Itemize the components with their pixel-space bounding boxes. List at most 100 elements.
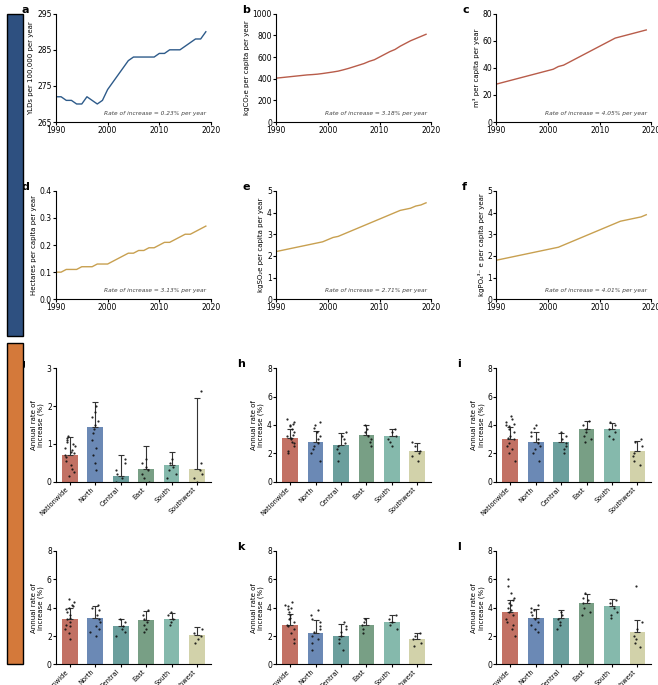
Point	[64, 594, 75, 605]
Bar	[308, 633, 324, 664]
Point	[62, 606, 72, 617]
Point	[407, 634, 418, 645]
Point	[555, 606, 566, 617]
Point	[503, 421, 514, 432]
Point	[60, 623, 70, 634]
Point	[385, 436, 395, 447]
Point	[287, 436, 297, 447]
Point	[89, 458, 100, 469]
Y-axis label: m³ per capita per year: m³ per capita per year	[472, 29, 480, 107]
Point	[577, 592, 588, 603]
Point	[144, 476, 155, 487]
Point	[580, 588, 590, 599]
Point	[280, 599, 291, 610]
Point	[507, 444, 517, 455]
Point	[555, 616, 565, 627]
Point	[578, 431, 589, 442]
Point	[339, 434, 349, 445]
Point	[632, 623, 642, 634]
Y-axis label: Annual rate of
increase (%): Annual rate of increase (%)	[251, 400, 265, 450]
Point	[65, 634, 76, 645]
Bar	[88, 617, 103, 664]
Point	[584, 606, 595, 617]
Point	[611, 606, 622, 617]
Point	[605, 612, 616, 623]
Point	[111, 465, 122, 476]
Point	[610, 427, 620, 438]
Point	[385, 619, 395, 630]
Point	[552, 614, 563, 625]
Point	[627, 451, 638, 462]
Bar	[503, 612, 519, 664]
Point	[531, 419, 542, 430]
Point	[386, 616, 397, 627]
Point	[164, 619, 175, 630]
Bar	[88, 427, 103, 482]
Point	[340, 621, 351, 632]
Point	[282, 431, 292, 442]
Bar	[384, 622, 399, 664]
Point	[284, 419, 295, 430]
Point	[143, 465, 153, 476]
Point	[309, 419, 320, 430]
Point	[534, 441, 545, 452]
Point	[333, 441, 343, 452]
Text: a: a	[22, 5, 30, 15]
Point	[286, 434, 296, 445]
Point	[61, 603, 71, 614]
Point	[306, 448, 316, 459]
Point	[315, 616, 326, 627]
Point	[88, 427, 99, 438]
Point	[305, 609, 316, 620]
Point	[607, 434, 618, 445]
Point	[503, 438, 514, 449]
Y-axis label: Annual rate of
increase (%): Annual rate of increase (%)	[251, 583, 265, 632]
Point	[561, 438, 571, 449]
Point	[288, 429, 298, 440]
Point	[526, 602, 537, 613]
Point	[197, 623, 207, 634]
Point	[69, 467, 80, 478]
Text: i: i	[457, 359, 461, 369]
Point	[167, 614, 178, 625]
Point	[289, 427, 299, 438]
Point	[92, 609, 103, 620]
Bar	[138, 621, 154, 664]
Point	[289, 441, 299, 452]
Point	[360, 614, 370, 625]
Point	[630, 436, 640, 447]
Point	[65, 612, 76, 623]
Point	[139, 619, 149, 630]
Bar	[308, 442, 324, 482]
Point	[561, 441, 571, 452]
Point	[288, 416, 299, 427]
Point	[315, 623, 325, 634]
Point	[313, 434, 323, 445]
Point	[532, 626, 543, 637]
Point	[137, 469, 147, 479]
Point	[93, 599, 104, 610]
Point	[196, 630, 207, 641]
Point	[501, 416, 511, 427]
Point	[561, 431, 571, 442]
Point	[415, 638, 426, 649]
Point	[630, 634, 641, 645]
Point	[189, 473, 199, 484]
Point	[505, 605, 516, 616]
Text: b: b	[242, 5, 250, 15]
Point	[284, 614, 295, 625]
Text: j: j	[17, 542, 21, 551]
Y-axis label: Annual rate of
increase (%): Annual rate of increase (%)	[471, 583, 484, 632]
Point	[91, 401, 101, 412]
Point	[360, 427, 370, 438]
Point	[70, 440, 80, 451]
Point	[91, 443, 102, 453]
Point	[139, 614, 149, 625]
Point	[313, 438, 323, 449]
Text: g: g	[17, 359, 25, 369]
Point	[509, 418, 519, 429]
Text: Rate of increase = 3.13% per year: Rate of increase = 3.13% per year	[105, 288, 207, 292]
Point	[526, 427, 536, 438]
Point	[166, 616, 176, 627]
Point	[337, 431, 347, 442]
